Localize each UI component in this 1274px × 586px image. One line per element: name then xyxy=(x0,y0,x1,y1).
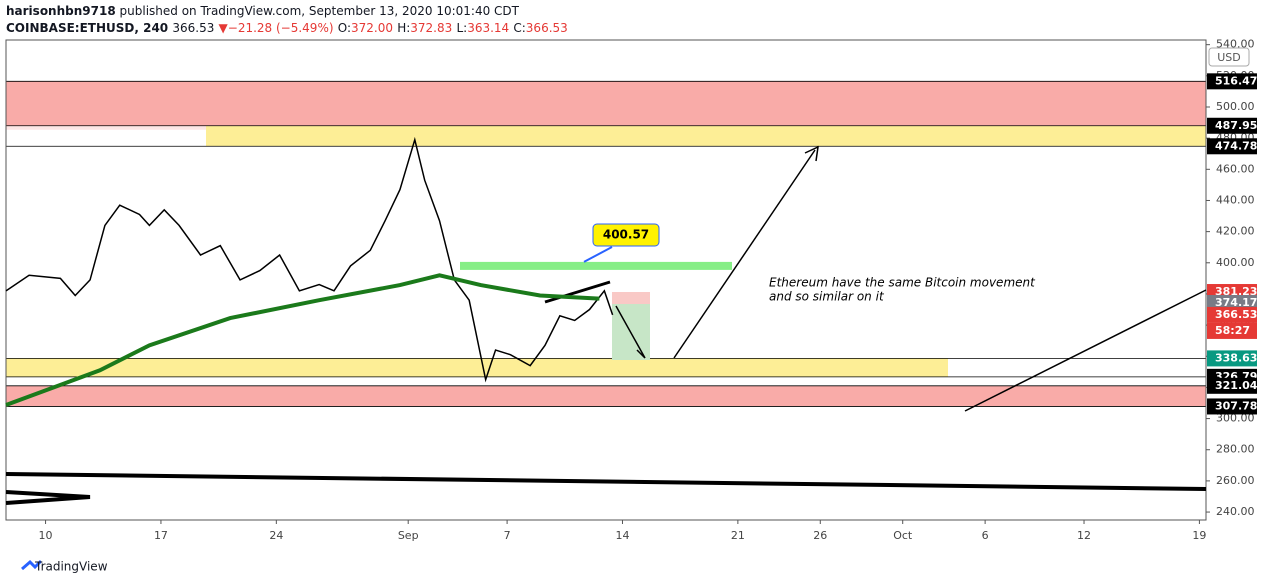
stop-zone xyxy=(612,292,650,304)
h: 372.83 xyxy=(410,21,453,35)
arrow: ▼ xyxy=(218,21,228,35)
price-tag xyxy=(1207,398,1257,415)
wedge xyxy=(5,490,91,505)
price-tag xyxy=(1207,377,1257,394)
x-tick-label: 6 xyxy=(982,529,989,542)
trend-line xyxy=(964,289,1207,412)
annotation: Ethereum have the same Bitcoin movement xyxy=(769,276,1036,290)
x-tick-label: 7 xyxy=(504,529,511,542)
symbol: COINBASE:ETHUSD, 240 xyxy=(6,21,169,35)
price-tag-label: 516.47 xyxy=(1215,74,1257,87)
y-tick-label: 460.00 xyxy=(1216,162,1255,175)
x-tick-label: 21 xyxy=(731,529,745,542)
resistance-zone xyxy=(206,125,1206,147)
symbol-line: COINBASE:ETHUSD, 240 366.53 ▼−21.28 (−5.… xyxy=(6,21,568,35)
countdown-tag xyxy=(1207,322,1257,339)
currency: USD xyxy=(1217,51,1241,64)
price-tag-label: 381.23 xyxy=(1215,285,1257,298)
currency-box xyxy=(1208,47,1250,67)
arrow-line xyxy=(673,149,816,359)
author: harisonhbn9718 xyxy=(6,4,116,18)
price-tag-label: 321.04 xyxy=(1215,379,1258,392)
y-tick-label: 400.00 xyxy=(1216,256,1255,269)
x-tick-label: Oct xyxy=(893,529,913,542)
callout-label: 400.57 xyxy=(603,228,649,242)
price-tag-label: 307.78 xyxy=(1215,399,1257,412)
publish-line: harisonhbn9718 published on TradingView.… xyxy=(6,4,519,18)
x-tick-label: 17 xyxy=(154,529,168,542)
x-tick-label: 10 xyxy=(39,529,53,542)
series-line xyxy=(5,136,614,383)
x-tick-label: 14 xyxy=(615,529,629,542)
x-tick-label: Sep xyxy=(398,529,419,542)
change: −21.28 (−5.49%) xyxy=(227,21,334,35)
l-label: L: xyxy=(456,21,468,35)
support-zone xyxy=(6,358,948,377)
price-tag xyxy=(1207,306,1257,323)
o-label: O: xyxy=(337,21,351,35)
l: 363.14 xyxy=(467,21,510,35)
y-tick-label: 500.00 xyxy=(1216,100,1255,113)
y-tick-label: 240.00 xyxy=(1216,505,1255,518)
price-tag xyxy=(1207,117,1257,134)
price-tag xyxy=(1207,350,1257,367)
y-tick-label: 260.00 xyxy=(1216,474,1255,487)
callout-box xyxy=(592,223,660,247)
x-tick-label: 12 xyxy=(1077,529,1091,542)
footer: TradingView xyxy=(34,560,108,574)
arrow-head xyxy=(804,145,819,162)
trend-line xyxy=(5,472,1207,491)
x-tick-label: 19 xyxy=(1192,529,1206,542)
y-tick-label: 440.00 xyxy=(1216,193,1255,206)
callout-pointer xyxy=(583,246,613,263)
price-tag-label: 474.78 xyxy=(1215,139,1257,152)
x-tick-label: 24 xyxy=(269,529,283,542)
h-label: H: xyxy=(397,21,411,35)
c: 366.53 xyxy=(525,21,568,35)
x-tick-label: 26 xyxy=(813,529,827,542)
arrow-line xyxy=(615,305,646,359)
price-tag-label: 487.95 xyxy=(1215,119,1257,132)
last: 366.53 xyxy=(172,21,215,35)
target-zone xyxy=(460,261,732,270)
o: 372.00 xyxy=(351,21,393,35)
countdown: 58:27 xyxy=(1215,324,1250,337)
annotation: and so similar on it xyxy=(769,290,885,304)
published: published on TradingView.com, September … xyxy=(119,4,519,18)
y-tick-label: 420.00 xyxy=(1216,225,1255,238)
y-tick-label: 300.00 xyxy=(1216,412,1255,425)
price-tag-label: 366.53 xyxy=(1215,308,1257,321)
supply-zone-edge xyxy=(6,125,206,130)
price-tag-label: 338.63 xyxy=(1215,351,1257,364)
c-label: C: xyxy=(513,21,526,35)
supply-zone xyxy=(6,81,1206,126)
logo xyxy=(21,559,43,571)
series-line xyxy=(5,273,600,407)
price-tag xyxy=(1207,138,1257,155)
channel-line xyxy=(544,280,611,304)
demand-zone xyxy=(6,385,1206,407)
price-tag xyxy=(1207,73,1257,90)
y-tick-label: 280.00 xyxy=(1216,443,1255,456)
y-tick-label: 540.00 xyxy=(1216,38,1255,51)
price-tag-label: 374.17 xyxy=(1215,296,1257,309)
